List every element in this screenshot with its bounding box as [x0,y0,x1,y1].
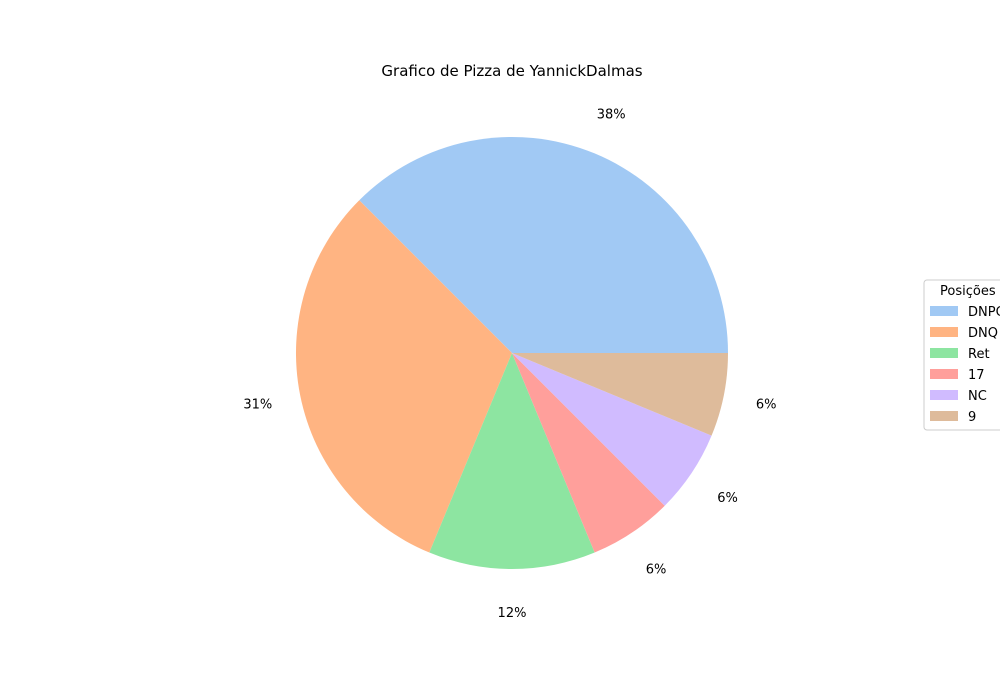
legend-label-nc: NC [968,389,987,404]
legend-label-ret: Ret [968,347,990,362]
percent-label-nc: 6% [717,491,738,506]
legend-label-dnpq: DNPQ [968,305,1000,320]
percent-label-ret: 12% [498,606,527,621]
legend-swatch-17 [930,369,958,379]
percent-label-dnpq: 38% [597,108,626,123]
percent-label-dnq: 31% [243,398,272,413]
legend: Posições DNPQ DNQ Ret 17 NC 9 [923,279,1000,431]
percent-labels: 38% 31% 12% 6% 6% 6% [243,108,776,622]
chart-title: Grafico de Pizza de YannickDalmas [381,62,642,80]
pie-slice-nc [512,353,712,506]
pie-slices [295,136,728,570]
pie-slice-dnpq [359,136,728,353]
legend-title: Posições [940,284,996,299]
pie-slice-ret [429,353,595,570]
legend-swatch-ret [930,348,958,358]
legend-swatch-dnpq [930,306,958,316]
legend-label-9: 9 [968,410,976,425]
percent-label-9: 6% [756,398,777,413]
pie-slice-9 [512,353,728,436]
pie-slice-dnq [295,200,512,553]
legend-swatch-9 [930,411,958,421]
legend-swatch-dnq [930,327,958,337]
legend-label-dnq: DNQ [968,326,998,341]
legend-items: DNPQ DNQ Ret 17 NC 9 [930,305,1000,425]
legend-label-17: 17 [968,368,985,383]
percent-label-17: 6% [646,563,667,578]
pie-slice-17 [512,353,665,553]
legend-swatch-nc [930,390,958,400]
